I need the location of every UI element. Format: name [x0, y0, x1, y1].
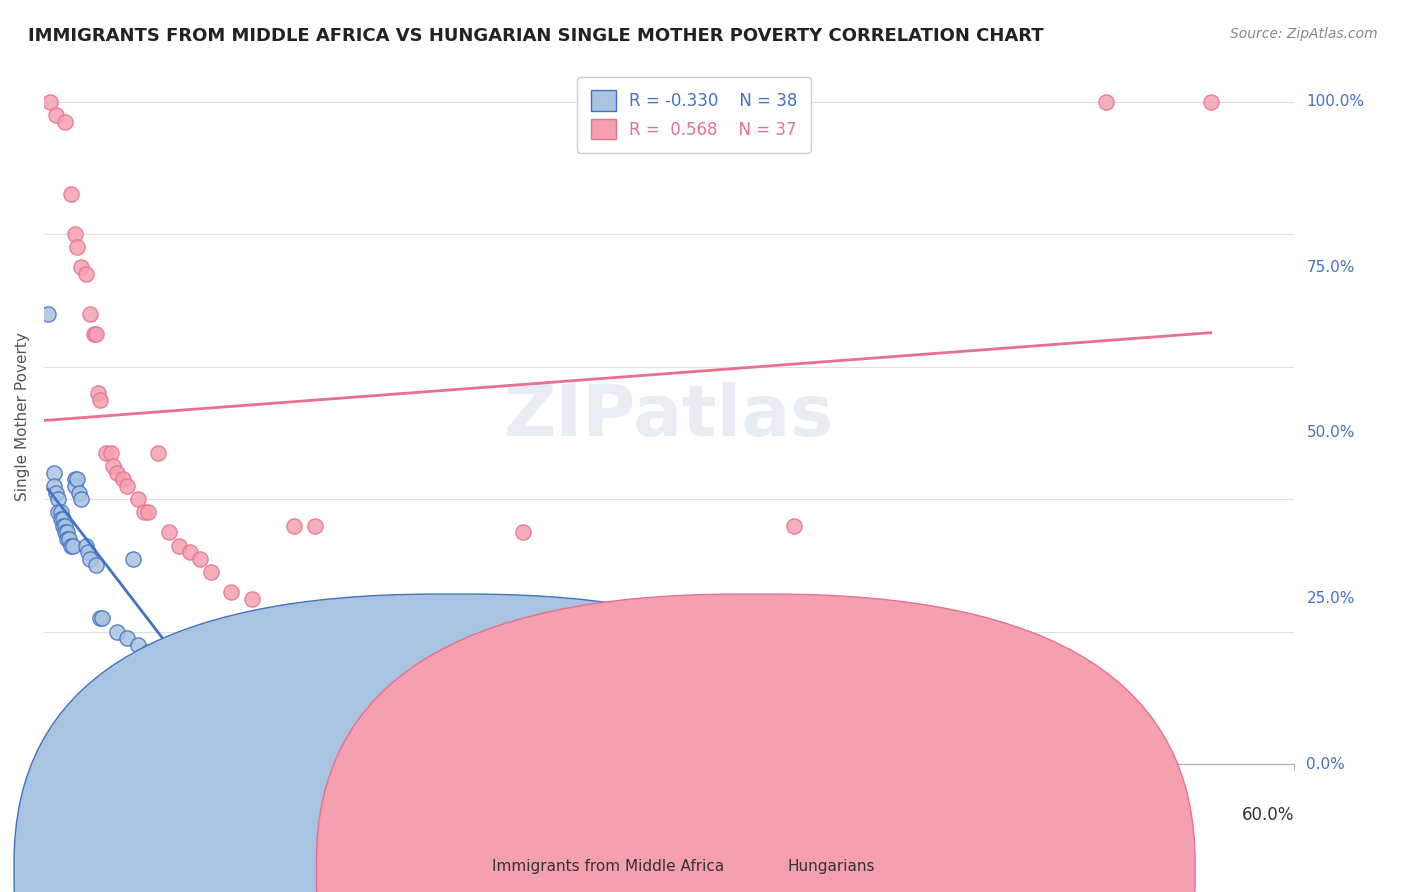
Point — [127, 492, 149, 507]
Y-axis label: Single Mother Poverty: Single Mother Poverty — [15, 332, 30, 500]
Text: 60.0%: 60.0% — [1241, 806, 1294, 824]
Point — [136, 506, 159, 520]
Point — [48, 492, 70, 507]
Point — [48, 506, 70, 520]
Point — [122, 552, 145, 566]
Point — [200, 565, 222, 579]
Point — [132, 506, 155, 520]
Text: 50.0%: 50.0% — [1306, 425, 1355, 441]
Point — [115, 479, 138, 493]
Point — [53, 518, 76, 533]
Point — [56, 525, 79, 540]
Point — [101, 459, 124, 474]
Point — [221, 698, 243, 712]
Point — [63, 472, 86, 486]
Point — [221, 585, 243, 599]
Text: 25.0%: 25.0% — [1306, 591, 1355, 607]
Point — [96, 446, 118, 460]
Point — [84, 558, 107, 573]
Point — [44, 479, 66, 493]
Point — [59, 539, 82, 553]
Point — [70, 260, 93, 275]
Point — [89, 611, 111, 625]
Point — [53, 114, 76, 128]
Text: Hungarians: Hungarians — [787, 859, 875, 874]
Point — [115, 632, 138, 646]
Point — [52, 518, 75, 533]
Point — [56, 532, 79, 546]
Point — [49, 512, 72, 526]
Point — [84, 326, 107, 341]
Point — [37, 307, 59, 321]
Point — [59, 187, 82, 202]
Point — [83, 326, 105, 341]
Point — [200, 671, 222, 685]
Point — [58, 532, 80, 546]
Point — [112, 472, 135, 486]
Text: 75.0%: 75.0% — [1306, 260, 1355, 275]
Text: 0.0%: 0.0% — [44, 806, 86, 824]
Point — [45, 485, 67, 500]
Point — [240, 591, 263, 606]
Point — [63, 479, 86, 493]
Point — [100, 446, 122, 460]
Point — [63, 227, 86, 242]
Point — [157, 651, 180, 665]
Point — [87, 386, 110, 401]
Text: Source: ZipAtlas.com: Source: ZipAtlas.com — [1230, 27, 1378, 41]
Text: ZIPatlas: ZIPatlas — [503, 382, 834, 450]
Point — [67, 485, 90, 500]
Point — [91, 611, 114, 625]
Text: IMMIGRANTS FROM MIDDLE AFRICA VS HUNGARIAN SINGLE MOTHER POVERTY CORRELATION CHA: IMMIGRANTS FROM MIDDLE AFRICA VS HUNGARI… — [28, 27, 1043, 45]
Point — [240, 704, 263, 718]
Point — [39, 95, 62, 109]
Point — [344, 665, 367, 679]
Point — [304, 518, 326, 533]
Text: 100.0%: 100.0% — [1306, 95, 1364, 109]
Legend: R = -0.330    N = 38, R =  0.568    N = 37: R = -0.330 N = 38, R = 0.568 N = 37 — [578, 77, 811, 153]
Point — [169, 539, 191, 553]
Point — [1095, 95, 1118, 109]
Point — [70, 492, 93, 507]
Point — [157, 525, 180, 540]
Point — [76, 545, 98, 559]
Point — [75, 267, 97, 281]
Point — [148, 446, 170, 460]
Point — [52, 512, 75, 526]
Point — [179, 657, 201, 672]
Point — [105, 466, 128, 480]
Point — [49, 506, 72, 520]
Point — [45, 108, 67, 122]
Point — [283, 518, 305, 533]
Point — [75, 539, 97, 553]
Point — [127, 638, 149, 652]
Point — [1199, 95, 1222, 109]
Point — [188, 552, 211, 566]
Point — [66, 472, 89, 486]
Text: Immigrants from Middle Africa: Immigrants from Middle Africa — [492, 859, 724, 874]
Point — [62, 539, 84, 553]
Point — [79, 552, 101, 566]
Point — [44, 466, 66, 480]
Point — [53, 525, 76, 540]
Point — [512, 525, 534, 540]
Point — [783, 518, 806, 533]
Point — [179, 545, 201, 559]
Point — [66, 240, 89, 254]
Point — [89, 392, 111, 407]
Point — [79, 307, 101, 321]
Text: 0.0%: 0.0% — [1306, 756, 1346, 772]
Point — [105, 624, 128, 639]
Point — [136, 645, 159, 659]
